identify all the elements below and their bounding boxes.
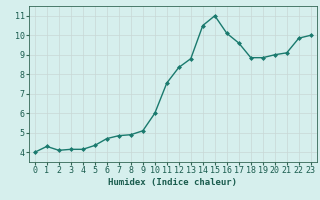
X-axis label: Humidex (Indice chaleur): Humidex (Indice chaleur) [108,178,237,187]
